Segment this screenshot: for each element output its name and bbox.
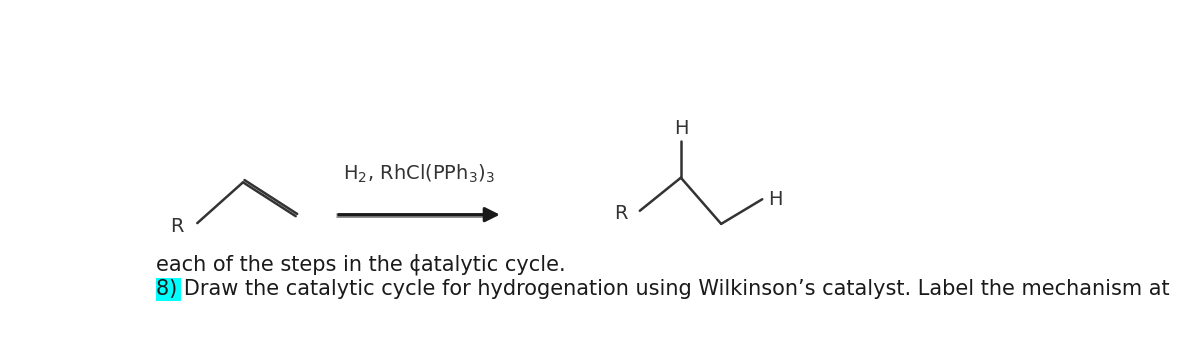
Text: R: R [614,204,628,223]
Text: H: H [768,190,782,209]
Text: H$_2$, RhCl(PPh$_3$)$_3$: H$_2$, RhCl(PPh$_3$)$_3$ [343,163,496,185]
Text: |: | [412,254,419,275]
FancyBboxPatch shape [156,278,181,301]
Text: each of the steps in the catalytic cycle.: each of the steps in the catalytic cycle… [156,255,566,275]
Text: 8) Draw the catalytic cycle for hydrogenation using Wilkinson’s catalyst. Label : 8) Draw the catalytic cycle for hydrogen… [156,279,1170,299]
Text: H: H [673,119,688,138]
Text: R: R [170,217,184,236]
